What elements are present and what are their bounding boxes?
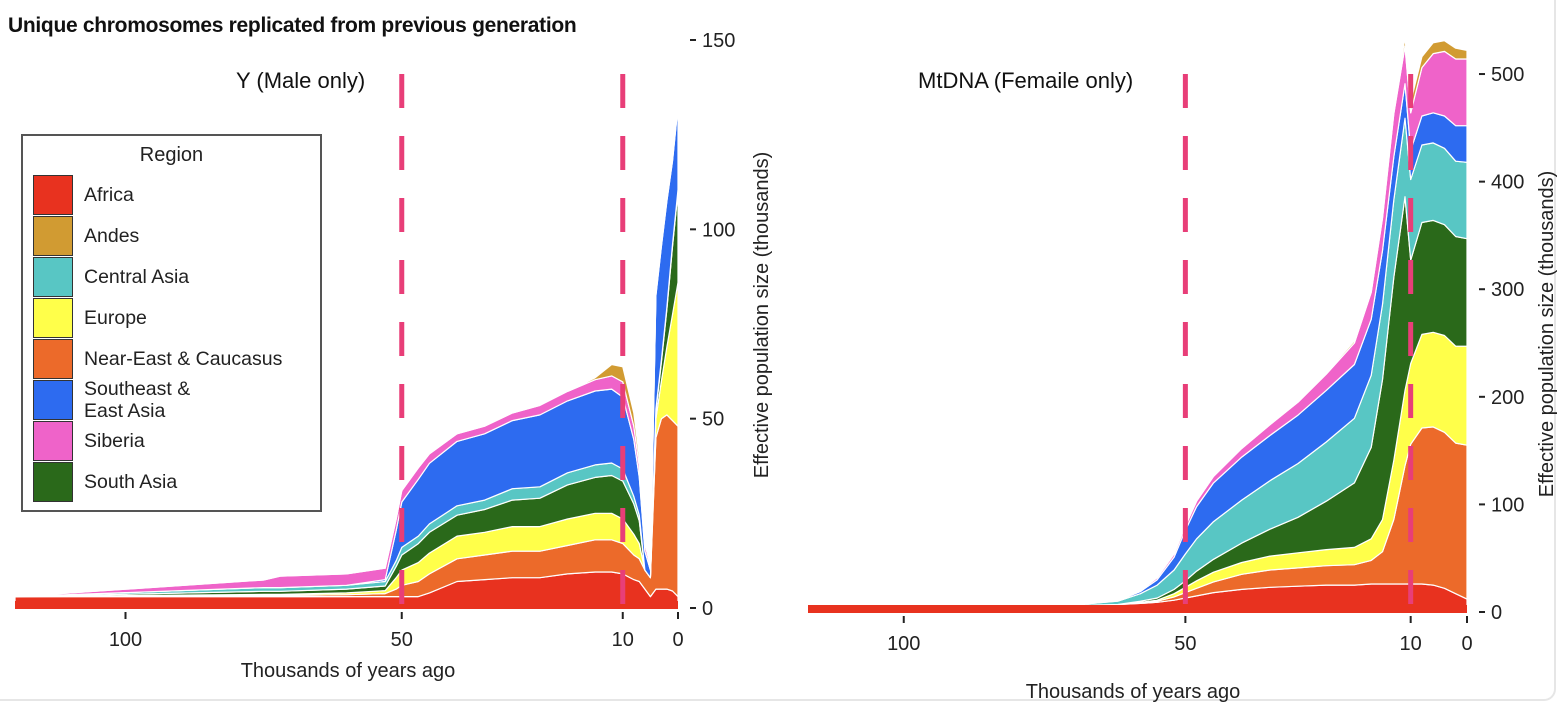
legend-label: Central Asia — [84, 265, 190, 288]
reference-lines — [399, 74, 626, 628]
y-tick-label: 500 — [1491, 64, 1524, 86]
legend-item-andes: Andes — [33, 215, 324, 256]
legend-swatch — [33, 215, 73, 256]
legend-item-europe: Europe — [33, 297, 324, 338]
x-tick-label: 50 — [1174, 633, 1196, 655]
x-tick-label: 0 — [1461, 633, 1472, 655]
x-tick-label: 50 — [391, 629, 413, 651]
legend-swatch — [33, 338, 73, 379]
y-tick-label: 300 — [1491, 279, 1524, 301]
legend-label: Near-East & Caucasus — [84, 347, 283, 370]
legend-swatch — [33, 174, 73, 215]
x-tick-label: 100 — [109, 629, 142, 651]
x-axis-title: Thousands of years ago — [241, 660, 456, 682]
x-axis-title: Thousands of years ago — [1026, 681, 1241, 703]
legend-item-south-asia: South Asia — [33, 461, 324, 502]
y-tick-label: 150 — [702, 30, 735, 52]
x-tick-label: 10 — [1400, 633, 1422, 655]
legend-swatch — [33, 461, 73, 502]
legend-swatch — [33, 420, 73, 461]
y-tick-label: 100 — [1491, 494, 1524, 516]
y-axis: 0 50 100 150 — [690, 30, 735, 620]
y-tick-label: 100 — [702, 219, 735, 241]
legend-label: Siberia — [84, 429, 145, 452]
y-tick-label: 400 — [1491, 172, 1524, 194]
area-africa-baseline — [15, 601, 678, 609]
legend-label: Andes — [84, 224, 140, 247]
panel-title: Y (Male only) — [236, 68, 365, 93]
x-tick-label: 100 — [887, 633, 920, 655]
y-axis-title: Effective population size (thousands) — [1536, 171, 1558, 498]
legend: Region Africa Andes Central Asia Europe … — [21, 134, 322, 512]
x-axis: 100 50 10 0 — [109, 612, 684, 651]
area-andes — [14, 103, 679, 598]
legend-swatch — [33, 297, 73, 338]
y-axis-title: Effective population size (thousands) — [751, 152, 773, 479]
area-layers — [14, 103, 679, 609]
legend-label: Europe — [84, 306, 147, 329]
y-tick-label: 0 — [702, 598, 713, 620]
legend-swatch — [33, 256, 73, 297]
x-tick-label: 10 — [612, 629, 634, 651]
legend-item-siberia: Siberia — [33, 420, 324, 461]
area-africa-baseline — [808, 605, 1467, 613]
legend-label: South Asia — [84, 470, 178, 493]
legend-label: Southeast & East Asia — [84, 377, 191, 422]
x-axis: 100 50 10 0 — [887, 616, 1473, 655]
x-tick-label: 0 — [672, 629, 683, 651]
panel-title: MtDNA (Femaile only) — [918, 68, 1133, 93]
reference-lines — [1182, 74, 1414, 632]
legend-item-central-asia: Central Asia — [33, 256, 324, 297]
y-axis: 0 100 200 300 400 500 — [1479, 64, 1524, 624]
legend-swatch — [33, 379, 73, 420]
y-tick-label: 0 — [1491, 602, 1502, 624]
figure-title: Unique chromosomes replicated from previ… — [8, 14, 577, 37]
area-andes — [807, 36, 1468, 608]
legend-title: Region — [139, 144, 204, 166]
y-tick-label: 50 — [702, 409, 724, 431]
legend-item-near-east-caucasus: Near-East & Caucasus — [33, 338, 324, 379]
y-tick-label: 200 — [1491, 387, 1524, 409]
legend-label: Africa — [84, 183, 134, 206]
area-layers — [807, 36, 1468, 613]
legend-item-southeast-east-asia: Southeast & East Asia — [33, 377, 234, 422]
legend-item-africa: Africa — [33, 174, 324, 215]
